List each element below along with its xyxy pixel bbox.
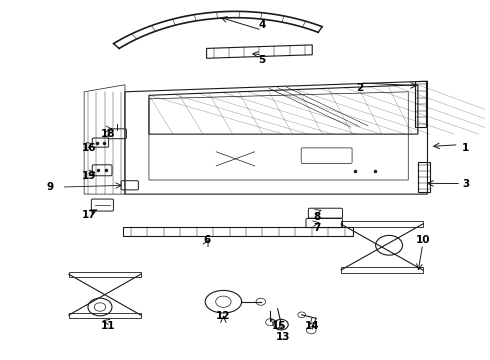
Text: 12: 12 [216, 311, 231, 321]
Text: 17: 17 [82, 210, 96, 220]
Text: 16: 16 [82, 143, 96, 153]
Text: 5: 5 [258, 55, 266, 65]
Text: 6: 6 [203, 235, 210, 245]
Text: 13: 13 [276, 332, 291, 342]
Text: 14: 14 [305, 321, 319, 332]
Text: 18: 18 [101, 129, 115, 139]
Text: 10: 10 [416, 235, 430, 245]
Text: 3: 3 [462, 179, 469, 189]
Text: 15: 15 [271, 321, 286, 332]
Text: 1: 1 [462, 143, 469, 153]
Text: 2: 2 [357, 83, 364, 93]
Text: 9: 9 [47, 182, 54, 192]
Text: 8: 8 [314, 212, 320, 222]
Text: 4: 4 [258, 20, 266, 30]
Text: 11: 11 [101, 321, 115, 332]
Text: 7: 7 [313, 222, 321, 233]
Text: 19: 19 [82, 171, 96, 181]
